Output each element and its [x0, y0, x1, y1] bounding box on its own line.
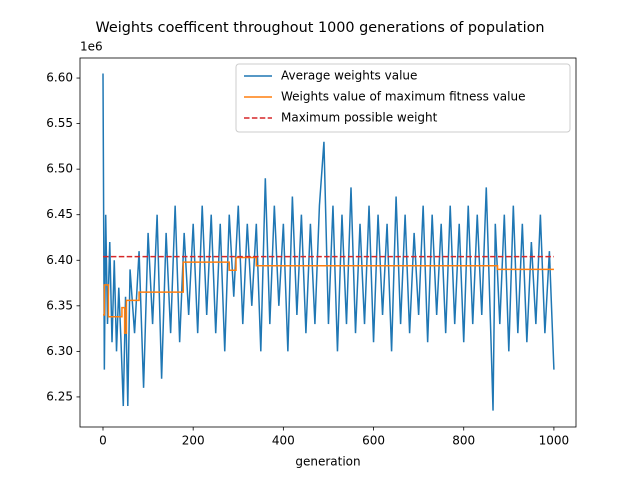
y-tick-label: 6.40 [46, 253, 73, 267]
x-tick-label: 1000 [539, 434, 570, 448]
series-line [102, 73, 555, 411]
x-tick-label: 600 [362, 434, 385, 448]
y-tick-label: 6.30 [46, 344, 73, 358]
legend-label: Average weights value [281, 69, 417, 83]
y-tick-label: 6.25 [46, 389, 73, 403]
y-tick-label: 6.55 [46, 116, 73, 130]
legend-label: Weights value of maximum fitness value [281, 90, 525, 104]
series-line [103, 256, 554, 334]
x-tick-label: 400 [272, 434, 295, 448]
x-tick-label: 0 [99, 434, 107, 448]
x-tick-label: 200 [182, 434, 205, 448]
y-offset-label: 1e6 [80, 40, 103, 54]
legend-box [235, 63, 571, 133]
x-axis-label: generation [295, 455, 360, 469]
y-tick-label: 6.45 [46, 207, 73, 221]
y-tick-label: 6.35 [46, 298, 73, 312]
y-tick-label: 6.60 [46, 71, 73, 85]
legend-label: Maximum possible weight [281, 111, 438, 125]
x-tick-label: 800 [452, 434, 475, 448]
chart-title: Weights coefficent throughout 1000 gener… [95, 20, 544, 36]
y-tick-label: 6.50 [46, 162, 73, 176]
plot-frame [79, 57, 577, 428]
